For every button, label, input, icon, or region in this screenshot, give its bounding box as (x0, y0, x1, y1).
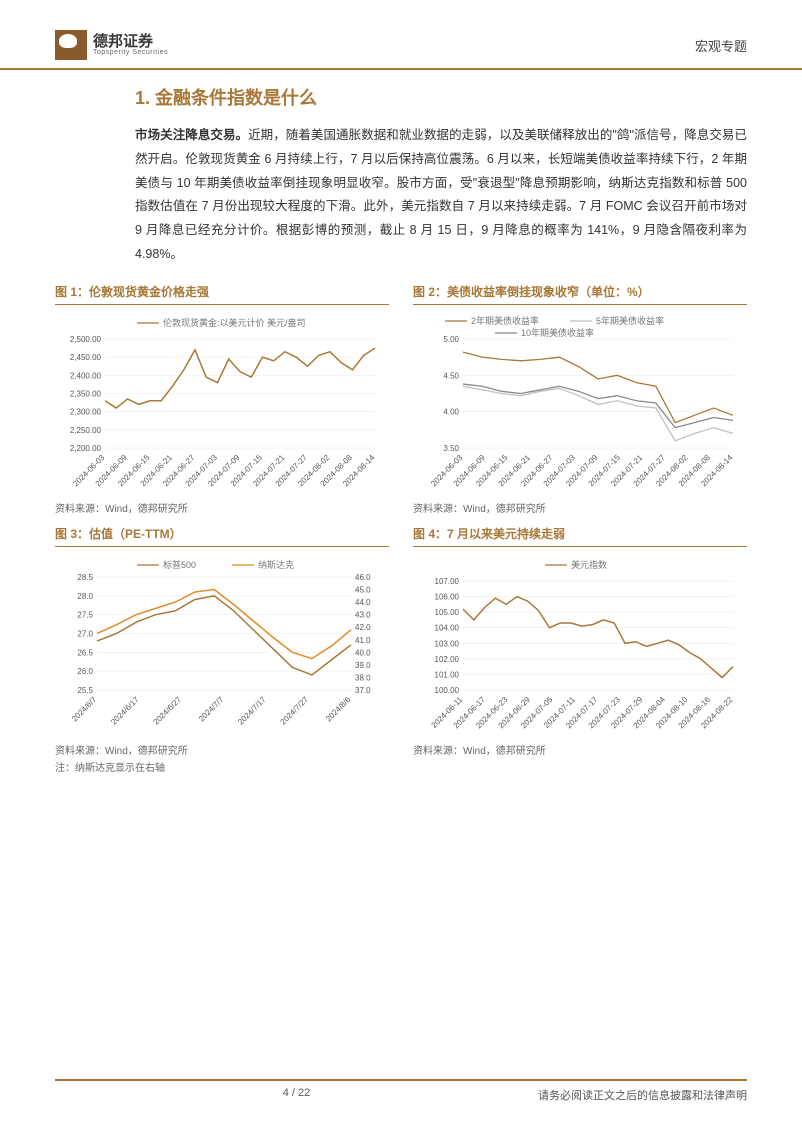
header-category: 宏观专题 (695, 36, 747, 55)
svg-text:39.0: 39.0 (355, 660, 371, 669)
svg-text:43.0: 43.0 (355, 610, 371, 619)
chart-3-title: 图 3：估值（PE-TTM） (55, 525, 389, 547)
svg-text:40.0: 40.0 (355, 648, 371, 657)
svg-text:10年期美债收益率: 10年期美债收益率 (521, 327, 594, 338)
svg-text:2,450.00: 2,450.00 (70, 353, 102, 362)
chart-3-note: 注：纳斯达克显示在右轴 (55, 759, 389, 774)
svg-text:2,250.00: 2,250.00 (70, 425, 102, 434)
chart-4-canvas: 美元指数 100.00 101.00 102.00 103.00 104.00 105.00… (413, 553, 747, 738)
svg-text:102.00: 102.00 (435, 654, 460, 663)
svg-text:2,500.00: 2,500.00 (70, 335, 102, 344)
chart-2-source: 资料来源：Wind，德邦研究所 (413, 500, 747, 515)
svg-text:2024/6/7: 2024/6/7 (70, 694, 99, 723)
svg-text:2年期美债收益率: 2年期美债收益率 (471, 315, 539, 326)
charts-grid: 图 1：伦敦现货黄金价格走强 伦敦现货黄金:以美元计价 美元/盎司 2,200.0… (55, 283, 747, 774)
content-area: 1. 金融条件指数是什么 市场关注降息交易。近期，随着美国通胀数据和就业数据的走… (0, 70, 802, 774)
svg-text:2,300.00: 2,300.00 (70, 407, 102, 416)
paragraph-body: 近期，随着美国通胀数据和就业数据的走弱，以及美联储释放出的"鸽"派信号，降息交易… (135, 128, 747, 261)
logo-text: 德邦证券 Topsperity Securities (93, 34, 168, 56)
svg-text:27.5: 27.5 (77, 610, 93, 619)
svg-text:104.00: 104.00 (435, 623, 460, 632)
svg-text:37.0: 37.0 (355, 686, 371, 695)
svg-text:38.0: 38.0 (355, 673, 371, 682)
svg-text:3.50: 3.50 (443, 444, 459, 453)
chart-1-title: 图 1：伦敦现货黄金价格走强 (55, 283, 389, 305)
chart-1: 图 1：伦敦现货黄金价格走强 伦敦现货黄金:以美元计价 美元/盎司 2,200.0… (55, 283, 389, 515)
logo-cn: 德邦证券 (93, 34, 168, 49)
svg-text:44.0: 44.0 (355, 598, 371, 607)
svg-text:25.5: 25.5 (77, 686, 93, 695)
svg-text:4.00: 4.00 (443, 407, 459, 416)
chart-4: 图 4：7 月以来美元持续走弱 美元指数 100.00 101.00 102.00 10… (413, 525, 747, 774)
svg-text:103.00: 103.00 (435, 639, 460, 648)
svg-text:纳斯达克: 纳斯达克 (258, 559, 294, 570)
svg-text:2024/6/17: 2024/6/17 (109, 694, 141, 726)
svg-text:2024/7/7: 2024/7/7 (197, 694, 226, 723)
logo-en: Topsperity Securities (93, 49, 168, 56)
paragraph-lead: 市场关注降息交易。 (135, 128, 248, 142)
svg-text:2024/7/17: 2024/7/17 (236, 694, 268, 726)
svg-text:42.0: 42.0 (355, 623, 371, 632)
svg-text:5.00: 5.00 (443, 335, 459, 344)
chart-4-title: 图 4：7 月以来美元持续走弱 (413, 525, 747, 547)
chart-1-canvas: 伦敦现货黄金:以美元计价 美元/盎司 2,200.00 2,250.00 2,300.… (55, 311, 389, 496)
chart-3-canvas: 标普500 纳斯达克 25.5 26.0 26.5 27.0 27.5 28.0 28.5 37.… (55, 553, 389, 738)
svg-text:5年期美债收益率: 5年期美债收益率 (596, 315, 664, 326)
svg-text:26.0: 26.0 (77, 667, 93, 676)
svg-text:伦敦现货黄金:以美元计价 美元/盎司: 伦敦现货黄金:以美元计价 美元/盎司 (163, 317, 306, 328)
logo-icon (55, 30, 87, 60)
page-footer: 4 / 22 请务必阅读正文之后的信息披露和法律声明 (55, 1079, 747, 1103)
footer-disclaimer: 请务必阅读正文之后的信息披露和法律声明 (538, 1087, 747, 1103)
svg-text:2024/8/6: 2024/8/6 (324, 694, 353, 723)
footer-page: 4 / 22 (55, 1087, 538, 1103)
logo-block: 德邦证券 Topsperity Securities (55, 30, 168, 60)
svg-text:26.5: 26.5 (77, 648, 93, 657)
chart-3: 图 3：估值（PE-TTM） 标普500 纳斯达克 25.5 26.0 26.5 27.0… (55, 525, 389, 774)
svg-text:2024/7/27: 2024/7/27 (279, 694, 311, 726)
svg-text:标普500: 标普500 (163, 559, 196, 570)
svg-text:美元指数: 美元指数 (571, 559, 607, 570)
chart-1-source: 资料来源：Wind，德邦研究所 (55, 500, 389, 515)
body-paragraph: 市场关注降息交易。近期，随着美国通胀数据和就业数据的走弱，以及美联储释放出的"鸽… (135, 124, 747, 267)
page-header: 德邦证券 Topsperity Securities 宏观专题 (0, 0, 802, 70)
svg-text:2,350.00: 2,350.00 (70, 389, 102, 398)
svg-text:28.0: 28.0 (77, 591, 93, 600)
svg-text:2024/6/27: 2024/6/27 (152, 694, 184, 726)
svg-text:107.00: 107.00 (435, 577, 460, 586)
svg-text:2,200.00: 2,200.00 (70, 444, 102, 453)
chart-3-source: 资料来源：Wind，德邦研究所 (55, 742, 389, 757)
svg-text:101.00: 101.00 (435, 670, 460, 679)
svg-text:45.0: 45.0 (355, 585, 371, 594)
section-title: 1. 金融条件指数是什么 (135, 84, 747, 110)
svg-text:41.0: 41.0 (355, 635, 371, 644)
chart-4-source: 资料来源：Wind，德邦研究所 (413, 742, 747, 757)
svg-text:27.0: 27.0 (77, 629, 93, 638)
svg-text:106.00: 106.00 (435, 592, 460, 601)
chart-2: 图 2：美债收益率倒挂现象收窄（单位：%） 2年期美债收益率 5年期美债收益率10… (413, 283, 747, 515)
svg-text:46.0: 46.0 (355, 573, 371, 582)
chart-2-canvas: 2年期美债收益率 5年期美债收益率10年期美债收益率 3.50 4.00 4.50 5.0… (413, 311, 747, 496)
svg-text:2,400.00: 2,400.00 (70, 371, 102, 380)
chart-2-title: 图 2：美债收益率倒挂现象收窄（单位：%） (413, 283, 747, 305)
svg-text:100.00: 100.00 (435, 686, 460, 695)
svg-text:105.00: 105.00 (435, 608, 460, 617)
svg-text:28.5: 28.5 (77, 573, 93, 582)
svg-text:4.50: 4.50 (443, 371, 459, 380)
